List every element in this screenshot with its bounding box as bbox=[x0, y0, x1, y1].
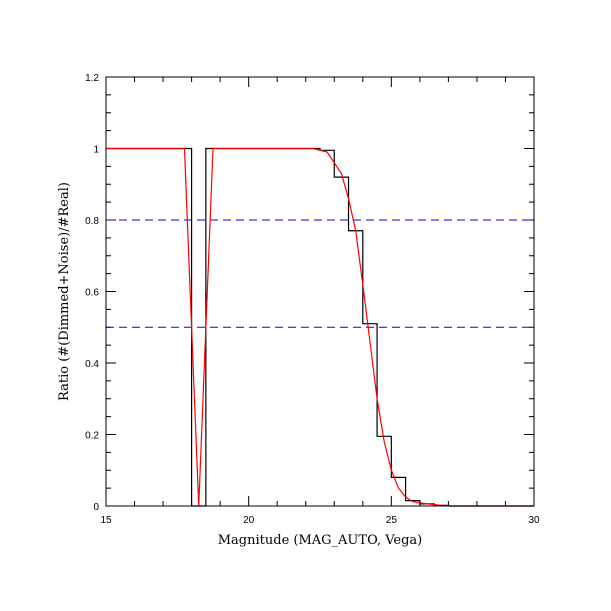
x-tick-label: 20 bbox=[243, 515, 255, 526]
y-tick-label: 0.4 bbox=[85, 359, 99, 370]
y-tick-label: 0.2 bbox=[85, 431, 99, 442]
x-axis-label: Magnitude (MAG_AUTO, Vega) bbox=[218, 533, 423, 548]
plot-frame bbox=[105, 76, 535, 507]
reference-lines bbox=[106, 219, 534, 328]
y-tick-label: 0 bbox=[93, 502, 99, 513]
y-tick-label: 0.8 bbox=[85, 216, 99, 227]
x-tick-label: 25 bbox=[386, 515, 398, 526]
y-axis-label: Ratio (#(Dimmed+Noise)/#Real) bbox=[57, 182, 72, 401]
x-tick-label: 15 bbox=[100, 515, 112, 526]
data-series bbox=[106, 147, 534, 507]
y-tick-label: 1 bbox=[93, 145, 99, 156]
y-tick-label: 0.6 bbox=[85, 288, 99, 299]
y-tick-label: 1.2 bbox=[85, 73, 99, 84]
axis-ticks bbox=[105, 76, 535, 507]
axis-tick-labels: 15 20 25 30 0 0.2 0.4 0.6 0.8 1 1.2 bbox=[85, 73, 540, 526]
fit-series bbox=[106, 147, 534, 507]
x-tick-label: 30 bbox=[528, 515, 540, 526]
